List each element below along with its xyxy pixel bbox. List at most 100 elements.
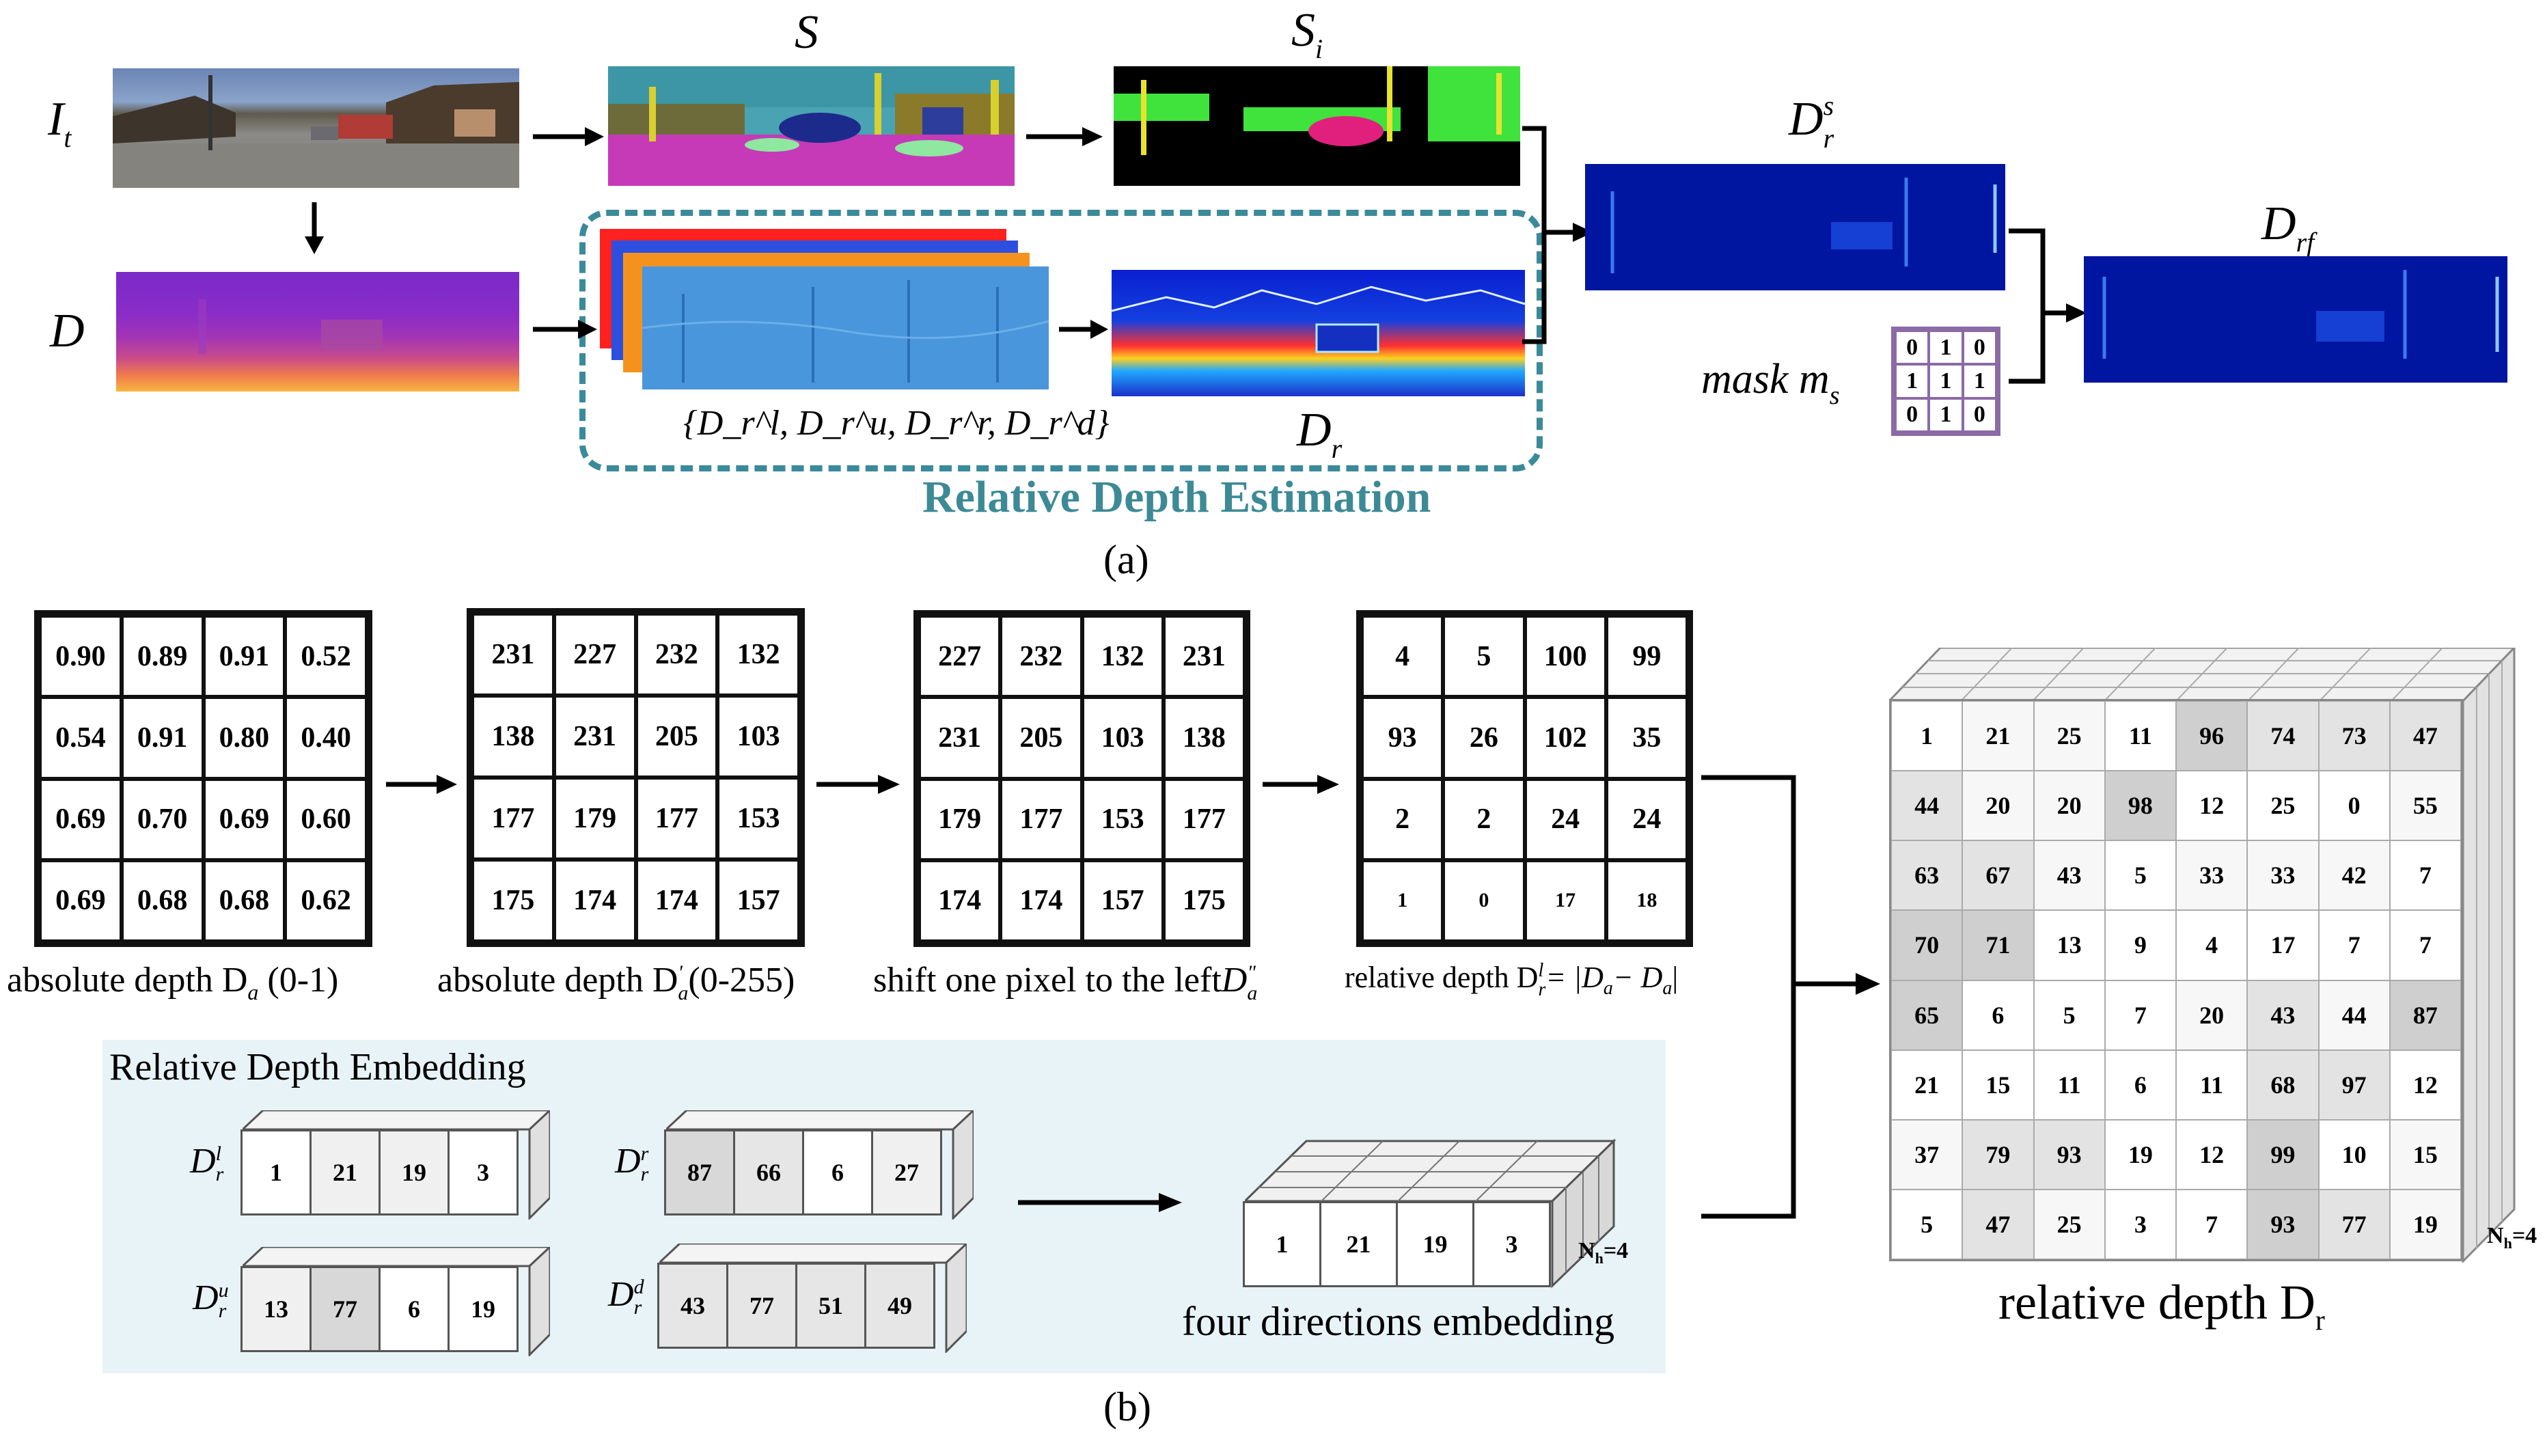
grid-cell: 179: [553, 778, 636, 860]
grid-cell: 102: [1524, 697, 1606, 779]
mask-cell: 1: [1895, 364, 1929, 398]
cube-cell: 97: [2318, 1049, 2390, 1120]
cube-cell: 4: [2176, 910, 2248, 980]
cube-cell: 15: [2389, 1119, 2461, 1190]
arrow-grid2-grid3: [816, 775, 900, 794]
relative-depth-estimation-title: Relative Depth Estimation: [922, 472, 1431, 522]
arrow-S-Si: [1026, 127, 1103, 146]
cube-cell: 25: [2033, 701, 2105, 771]
cube-cell: 19: [2104, 1119, 2176, 1190]
arrow-down-It-D: [305, 202, 324, 254]
four-dir-cell: 3: [1472, 1201, 1551, 1287]
grid-cell: 0.52: [285, 616, 367, 698]
grid-cell: 174: [553, 860, 636, 942]
grid-relative-depth: 4 5 100 99 93 26 102 35 2 2 24 24 1 0 17…: [1356, 610, 1693, 947]
arrow-embedding: [1018, 1193, 1182, 1212]
mask-cell: 1: [1962, 364, 1996, 398]
grid-cell: 24: [1524, 778, 1606, 860]
cube-cell: 99: [2247, 1119, 2319, 1190]
grid-cell: 0.91: [203, 616, 286, 698]
arrow-grid3-grid4: [1263, 775, 1339, 794]
grid-cell: 177: [1000, 778, 1082, 860]
grid-cell: 0.62: [285, 860, 367, 942]
cube-cell: 98: [2104, 771, 2176, 841]
cube-cell: 11: [2176, 1049, 2248, 1120]
grid-cell: 0: [1443, 860, 1525, 942]
instance-mask-Si: [1114, 66, 1520, 186]
four-directions-row: 1 21 19 3: [1243, 1201, 1551, 1287]
grid-cell: 227: [553, 614, 636, 696]
grid-cell: 231: [1163, 616, 1245, 698]
grid-cell: 99: [1606, 616, 1688, 698]
emb-l-row: 1 21 19 3: [240, 1129, 519, 1215]
mask-cell: 0: [1895, 331, 1929, 365]
grid-cell: 24: [1606, 778, 1688, 860]
mask-cell: 0: [1962, 331, 1996, 365]
emb-cell: 6: [379, 1266, 450, 1352]
grid-cell: 174: [635, 860, 718, 942]
grid-cell: 205: [635, 696, 718, 778]
cube-cell: 20: [2033, 771, 2105, 841]
cube-cell: 74: [2247, 701, 2319, 771]
label-D: D: [50, 305, 85, 357]
big-cube-caption: relative depth Dr: [1998, 1275, 2325, 1336]
emb-cell: 43: [657, 1263, 728, 1349]
cube-cell: 65: [1891, 980, 1963, 1050]
cube-cell: 93: [2033, 1119, 2105, 1190]
grid-cell: 0.54: [40, 697, 122, 779]
segmentation-S: [608, 66, 1015, 186]
cube-cell: 11: [2104, 701, 2176, 771]
grid-cell: 227: [919, 616, 1001, 698]
cube-cell: 44: [1891, 771, 1963, 841]
cube-cell: 21: [1891, 1049, 1963, 1120]
grid-cell: 4: [1362, 616, 1444, 698]
grid-cell: 0.60: [285, 778, 367, 860]
grid-cell: 174: [919, 860, 1001, 942]
caption-grid3: shift one pixel to the leftD " a: [873, 961, 1258, 1005]
semantic-relative-depth-Drs: [1585, 164, 2005, 290]
arrow-stack-Dr: [1059, 320, 1108, 339]
mask-cell: 1: [1929, 331, 1963, 365]
grid-shifted-depth: 227 232 132 231 231 205 103 138 179 177 …: [913, 610, 1250, 947]
emb-r-row: 87 66 6 27: [664, 1129, 942, 1215]
cube-cell: 19: [2389, 1189, 2461, 1259]
cube-cell: 5: [2033, 980, 2105, 1050]
label-S: S: [795, 6, 818, 59]
emb-cell: 21: [309, 1129, 381, 1215]
label-Drf: Drf: [2261, 197, 2315, 258]
cube-cell: 5: [1891, 1189, 1963, 1259]
cube-cell: 47: [1962, 1189, 2034, 1259]
emb-cell: 19: [379, 1129, 450, 1215]
nh-label-big: Nh=4: [2487, 1223, 2537, 1252]
grid-cell: 1: [1362, 860, 1444, 942]
grid-cell: 2: [1443, 778, 1525, 860]
cube-cell: 44: [2318, 980, 2390, 1050]
grid-cell: 0.89: [121, 616, 204, 698]
cube-cell: 12: [2176, 771, 2248, 841]
grid-cell: 174: [1000, 860, 1082, 942]
emb-cell: 87: [664, 1129, 735, 1215]
grid-cell: 17: [1524, 860, 1606, 942]
cube-cell: 33: [2247, 840, 2319, 911]
caption-grid2: absolute depth D ' a (0-255): [437, 961, 795, 1005]
grid-cell: 231: [472, 614, 554, 696]
grid-cell: 0.90: [40, 616, 122, 698]
emb-cell: 49: [864, 1263, 935, 1349]
cube-cell: 7: [2389, 910, 2461, 980]
four-directions-cube-back: [1245, 1138, 1617, 1289]
relative-depth-cube: 1 21 25 11 96 74 73 47 44 20 20 98 12 25 0 55 63 67 43 5 33 3…: [1889, 699, 2463, 1261]
grid-cell: 179: [919, 778, 1001, 860]
grid-cell: 0.40: [285, 697, 367, 779]
label-direction-set: {D_r^l, D_r^u, D_r^r, D_r^d}: [683, 404, 1110, 443]
cube-cell: 77: [2318, 1189, 2390, 1259]
cube-cell: 6: [1962, 980, 2034, 1050]
grid-cell: 177: [472, 778, 554, 860]
label-mask: mask ms: [1701, 356, 1840, 410]
embedding-title: Relative Depth Embedding: [109, 1046, 526, 1088]
cube-cell: 17: [2247, 910, 2319, 980]
grid-cell: 205: [1000, 697, 1082, 779]
grid-cell: 100: [1524, 616, 1606, 698]
